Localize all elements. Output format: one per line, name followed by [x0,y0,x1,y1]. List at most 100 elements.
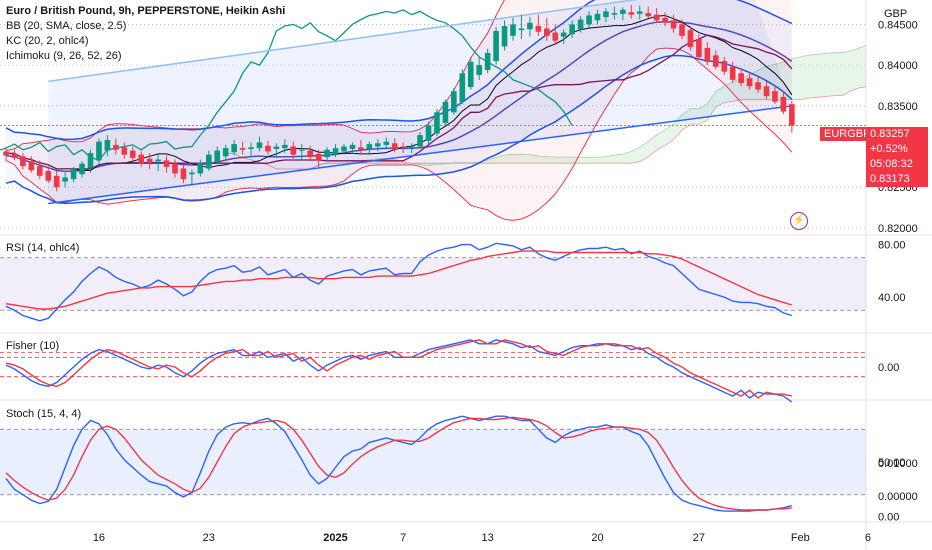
price-axis-label: 0.84500 [878,19,918,31]
candle [332,148,339,154]
candle [738,73,744,84]
indicator-axis-label: 50.00 [878,457,906,469]
candle [780,96,787,112]
candle [231,144,237,153]
candle [696,39,702,57]
candle [679,24,685,36]
candle [636,11,643,14]
candle [121,147,128,155]
candle [391,143,398,149]
fisher-pane-label[interactable]: Fisher (10) [6,340,60,352]
indicator-bb-label[interactable]: BB (20, SMA, close, 2.5) [6,20,127,32]
candle [560,32,567,37]
candle [789,104,795,126]
senkou-span-a [225,44,866,171]
extra-axis-label: 0.00000 [878,491,918,503]
candle [713,55,719,67]
candle [687,30,694,48]
candle [417,135,423,147]
candle [248,147,254,149]
band-fill [0,429,866,495]
symbol-price-tag: EURGBP [820,127,875,141]
candle [544,28,550,36]
candle [298,149,305,151]
candle [341,146,347,152]
indicator-ichimoku-label[interactable]: Ichimoku (9, 26, 52, 26) [6,50,122,62]
symbol-title[interactable]: Euro / British Pound, 9h, PEPPERSTONE, H… [6,5,286,17]
candle [535,26,542,32]
indicator-axis-label: 0.00 [878,512,899,524]
candle [603,11,609,18]
candle [772,91,778,102]
candle [129,150,136,158]
time-axis-label: 27 [693,532,705,544]
candle [197,162,204,174]
candle [214,150,221,162]
price-axis-label: 0.84000 [878,60,918,72]
candle [20,156,26,167]
candle [315,153,322,161]
candle [113,144,119,150]
candle [721,61,728,72]
indicator-pane-2 [0,339,866,403]
candle [11,153,18,158]
channel-bottom-line [48,105,792,205]
candle [569,24,575,35]
candle [3,151,9,156]
candle [265,145,271,152]
kijun-line [6,34,793,170]
candle [37,166,43,176]
series-line-0 [5,242,793,322]
candle [467,61,474,88]
candle [172,163,178,174]
series-line-1 [5,339,792,399]
candle [755,82,761,90]
candle [586,15,592,25]
candle [104,140,111,151]
last-price: 0.83257 [870,128,910,140]
candle [653,14,660,21]
candle [180,168,187,180]
candle [501,26,508,47]
candle [53,175,60,188]
candle [577,19,584,30]
candle [552,32,559,41]
rsi-pane-label[interactable]: RSI (14, ohlc4) [6,242,80,254]
stoch-pane-label[interactable]: Stoch (15, 4, 4) [6,408,82,420]
price-axis-label: 0.83500 [878,101,918,113]
candle [282,144,288,149]
bb-lower [5,47,793,221]
time-axis-label: 16 [93,532,105,544]
candle [206,154,212,169]
candle [256,142,263,149]
candle [704,48,711,62]
candle [138,154,144,164]
bb-upper [5,0,505,152]
candle [28,161,35,171]
channel-top-line [48,0,639,83]
candle [400,146,406,148]
candle [628,12,635,15]
candle [451,91,457,113]
candle [763,86,770,97]
series-line-0 [5,415,792,512]
indicator-axis-label: 80.00 [878,240,906,252]
lightning-icon[interactable]: ⚡ [790,212,808,230]
time-axis-label: 13 [482,532,494,544]
candle [79,163,85,175]
candle [746,78,753,87]
candle [645,13,651,17]
candle [146,158,153,163]
candle [87,153,94,169]
ichimoku-cloud [225,45,866,170]
candle [96,141,102,161]
currency-label: GBP [884,8,908,20]
indicator-kc-label[interactable]: KC (20, 2, ohlc4) [6,35,89,47]
time-axis-label: 6 [865,532,871,544]
kc-lower [5,54,793,205]
series-line-0 [5,339,793,403]
time-axis-label: 7 [400,532,406,544]
time-axis-label: 2025 [323,532,347,544]
candle [366,144,373,149]
